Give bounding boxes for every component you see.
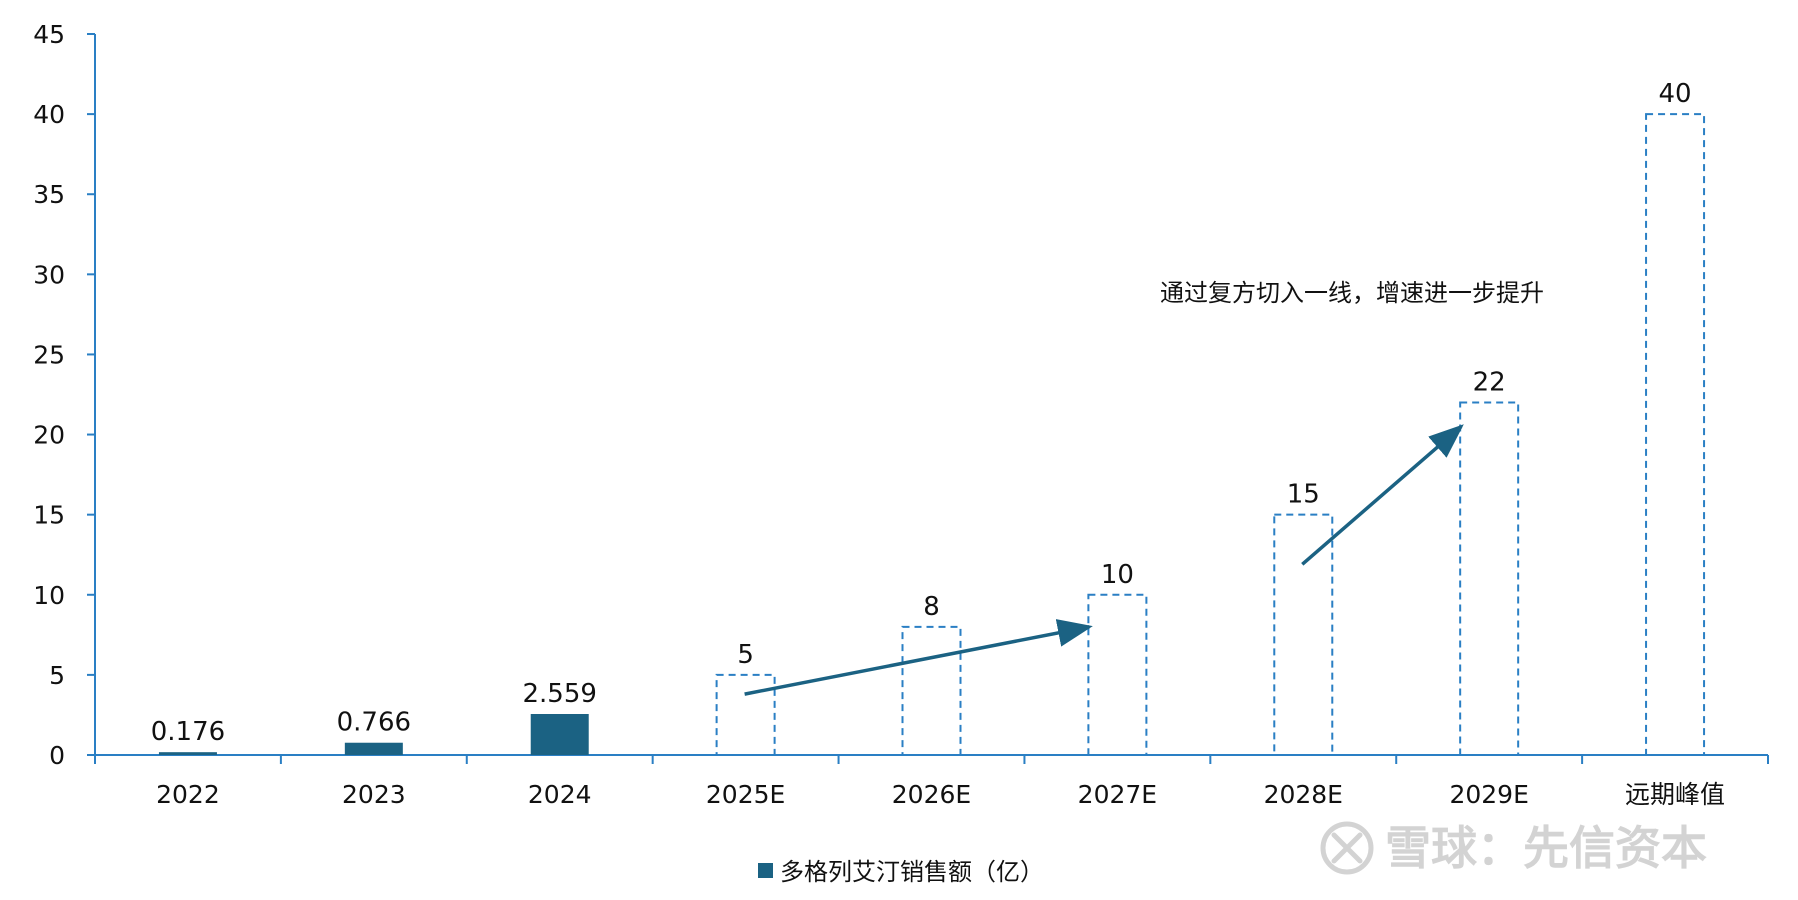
y-tick-label: 40 xyxy=(33,100,65,129)
watermark: 雪球：先信资本 xyxy=(1320,821,1707,875)
y-tick-label: 25 xyxy=(33,340,65,369)
data-label: 15 xyxy=(1287,480,1320,510)
bar-actual xyxy=(158,752,217,755)
data-label: 0.766 xyxy=(337,708,411,738)
y-tick-label: 10 xyxy=(33,581,65,610)
x-tick-label: 2029E xyxy=(1449,780,1528,809)
bar-actual xyxy=(530,713,589,755)
data-label: 40 xyxy=(1659,79,1692,109)
data-label: 0.176 xyxy=(151,717,225,747)
bar-actual xyxy=(344,742,403,755)
x-axis: 2022 2023 2024 2025E 2026E 2027E 2028E 2029E 远期峰… xyxy=(94,754,1769,809)
data-label: 8 xyxy=(923,592,940,622)
y-tick-label: 35 xyxy=(33,180,65,209)
bars xyxy=(158,113,1706,757)
data-label: 5 xyxy=(737,640,754,670)
y-tick-label: 20 xyxy=(33,421,65,450)
y-tick-label: 30 xyxy=(33,260,65,289)
y-axis: 0 5 10 15 20 25 30 35 40 45 xyxy=(33,20,96,770)
trend-arrow xyxy=(1301,424,1464,566)
bar-estimate xyxy=(1273,513,1334,757)
y-tick-label: 5 xyxy=(49,661,65,690)
y-tick-label: 45 xyxy=(33,20,65,49)
x-tick-label: 2025E xyxy=(706,780,785,809)
data-label: 2.559 xyxy=(523,679,597,709)
bar-estimate xyxy=(1087,593,1148,756)
x-tick-label: 2027E xyxy=(1078,780,1157,809)
x-tick-label: 远期峰值 xyxy=(1625,780,1725,809)
bar-estimate xyxy=(715,673,776,757)
bar-estimate xyxy=(901,625,962,756)
watermark-text: 雪球：先信资本 xyxy=(1385,821,1707,875)
y-tick-label: 0 xyxy=(49,741,65,770)
x-tick-label: 2024 xyxy=(528,780,592,809)
bar-estimate xyxy=(1459,401,1520,756)
trend-arrow xyxy=(744,619,1093,696)
annotation-text: 通过复方切入一线，增速进一步提升 xyxy=(1160,279,1544,307)
trend-arrows xyxy=(744,424,1464,696)
x-tick-label: 2022 xyxy=(156,780,220,809)
data-labels: 0.176 0.766 2.559 5 8 10 15 22 40 xyxy=(151,79,1692,747)
legend-swatch xyxy=(758,863,773,878)
data-label: 10 xyxy=(1101,560,1134,590)
legend: 多格列艾汀销售额（亿） xyxy=(758,858,1044,886)
y-tick-label: 15 xyxy=(33,501,65,530)
x-tick-label: 2028E xyxy=(1264,780,1343,809)
x-tick-label: 2023 xyxy=(342,780,406,809)
legend-label: 多格列艾汀销售额（亿） xyxy=(780,858,1044,886)
xueqiu-logo-icon xyxy=(1320,821,1374,875)
data-label: 22 xyxy=(1473,368,1506,398)
bar-estimate xyxy=(1645,113,1706,757)
x-tick-label: 2026E xyxy=(892,780,971,809)
